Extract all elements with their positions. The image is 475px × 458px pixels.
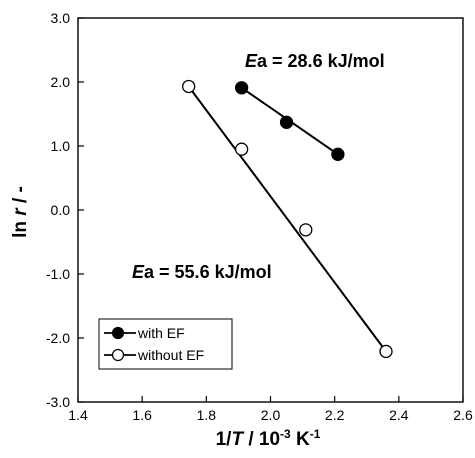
y-tick-label: 0.0	[51, 202, 71, 218]
y-tick-label: 3.0	[51, 10, 71, 26]
data-point-without-ef	[379, 344, 393, 359]
y-axis-ticks: -3.0 -2.0 -1.0 0.0 1.0 2.0 3.0	[46, 10, 84, 410]
x-tick-label: 1.4	[68, 407, 88, 423]
legend-box	[98, 318, 233, 370]
y-tick-label: 1.0	[51, 138, 71, 154]
fit-line-without-ef	[187, 85, 387, 353]
data-point-with-ef	[279, 115, 294, 129]
legend-label-without-ef: without EF	[137, 347, 204, 363]
legend-label-with-ef: with EF	[137, 325, 185, 341]
x-tick-label: 1.6	[132, 407, 152, 423]
x-tick-label: 2.0	[261, 407, 281, 423]
data-point-with-ef	[331, 147, 345, 161]
data-point-with-ef	[234, 81, 249, 95]
y-tick-label: 2.0	[51, 74, 71, 90]
annotation-ea-without-ef: Ea = 55.6 kJ/mol	[132, 262, 272, 282]
x-axis-title: 1/T / 10-3 K-1	[216, 427, 321, 450]
data-point-without-ef	[299, 223, 313, 237]
data-point-without-ef	[182, 79, 196, 94]
legend: with EF without EF	[98, 318, 233, 370]
plot-frame	[77, 17, 464, 403]
y-axis-title: ln r / -	[10, 186, 31, 238]
x-tick-label: 2.4	[389, 407, 409, 423]
legend-marker-without-ef	[111, 348, 125, 362]
x-tick-label: 1.8	[197, 407, 217, 423]
x-tick-label: 2.6	[453, 407, 473, 423]
y-tick-label: -3.0	[46, 394, 70, 410]
y-tick-label: -1.0	[46, 266, 70, 282]
annotation-ea-with-ef: Ea = 28.6 kJ/mol	[245, 51, 385, 71]
x-tick-label: 2.2	[325, 407, 345, 423]
y-tick-label: -2.0	[46, 330, 70, 346]
data-point-without-ef	[234, 142, 249, 156]
legend-marker-with-ef	[111, 326, 125, 340]
data-points	[182, 79, 393, 359]
x-axis-ticks: 1.4 1.6 1.8 2.0 2.2 2.4 2.6	[68, 396, 473, 423]
